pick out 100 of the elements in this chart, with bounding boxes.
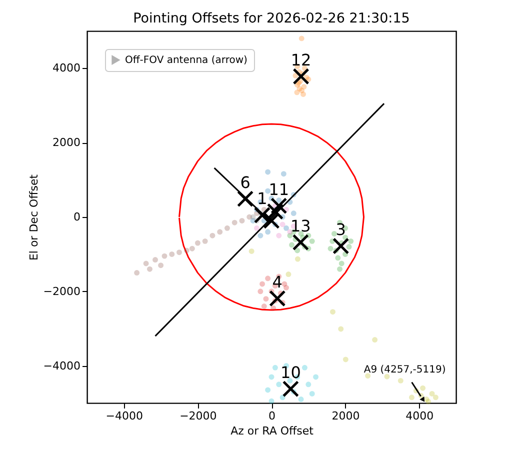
point xyxy=(232,220,238,226)
point xyxy=(250,214,256,220)
point xyxy=(286,272,292,278)
point xyxy=(398,378,404,384)
point xyxy=(236,190,254,208)
point xyxy=(152,257,158,263)
point xyxy=(338,326,344,332)
annotation: 10 xyxy=(280,362,301,382)
point xyxy=(284,225,289,231)
point xyxy=(265,387,271,393)
point xyxy=(372,337,378,342)
y-tick-label: 0 xyxy=(74,210,80,224)
point xyxy=(306,382,312,388)
point xyxy=(302,364,308,370)
point xyxy=(210,232,216,238)
x-tick-label: −4000 xyxy=(106,410,144,422)
y-axis-title: El or Dec Offset xyxy=(27,174,40,261)
line-series xyxy=(178,123,364,311)
point xyxy=(313,374,319,380)
y-tick-label: 2000 xyxy=(52,136,80,150)
point xyxy=(335,255,341,261)
point xyxy=(268,374,274,380)
point xyxy=(342,234,348,240)
point xyxy=(276,198,282,203)
y-tick-label: 4000 xyxy=(52,62,80,75)
point xyxy=(292,234,309,251)
point xyxy=(248,248,254,254)
point xyxy=(269,290,286,307)
annotation: 12 xyxy=(290,50,312,70)
point xyxy=(239,218,245,224)
annotation: 4 xyxy=(272,272,282,292)
point xyxy=(302,65,308,71)
point xyxy=(134,270,140,276)
point xyxy=(263,212,280,230)
point xyxy=(268,398,274,404)
y-tick-label: −4000 xyxy=(43,359,80,372)
point xyxy=(348,238,354,244)
x-tick-label: 4000 xyxy=(406,410,434,422)
point xyxy=(294,90,300,96)
point xyxy=(408,394,414,400)
annotation: 13 xyxy=(290,216,311,236)
point xyxy=(284,284,289,290)
point xyxy=(272,364,278,370)
point xyxy=(429,390,435,396)
point xyxy=(258,288,264,294)
point xyxy=(342,356,348,362)
point xyxy=(270,198,288,214)
point xyxy=(263,296,269,302)
y-tick-label: −2000 xyxy=(43,284,80,298)
point xyxy=(258,232,264,238)
point xyxy=(309,390,315,396)
point xyxy=(202,238,208,244)
point xyxy=(287,229,293,235)
point xyxy=(254,225,260,231)
point xyxy=(261,304,267,310)
point xyxy=(162,253,168,259)
point xyxy=(338,260,344,266)
point xyxy=(298,396,304,402)
x-tick-label: 0 xyxy=(268,410,276,422)
point xyxy=(330,309,336,315)
point xyxy=(265,276,271,282)
chart-title: Pointing Offsets for 2026-02-26 21:30:15 xyxy=(133,10,410,26)
annotation: 1 xyxy=(257,189,268,208)
point xyxy=(158,262,164,268)
x-axis-title: Az or RA Offset xyxy=(230,424,314,438)
point xyxy=(282,380,300,398)
point xyxy=(292,68,310,85)
point xyxy=(224,225,230,231)
point xyxy=(169,251,175,257)
point xyxy=(265,169,271,175)
point xyxy=(146,266,152,272)
point xyxy=(260,281,266,287)
legend-label: Off-FOV antenna (arrow) xyxy=(125,55,248,66)
point xyxy=(346,244,352,250)
point xyxy=(280,171,286,177)
point xyxy=(290,210,296,216)
point xyxy=(276,232,282,238)
point xyxy=(194,240,200,246)
point xyxy=(432,394,438,400)
point xyxy=(276,382,282,388)
point xyxy=(294,248,300,254)
point xyxy=(420,385,426,391)
annotation: A9 (4257,-5119) xyxy=(364,364,446,376)
x-tick-label: −2000 xyxy=(180,410,217,422)
x-tick-label: 2000 xyxy=(332,410,360,422)
point xyxy=(143,260,149,266)
point xyxy=(265,229,271,235)
point xyxy=(300,92,306,97)
point xyxy=(332,238,350,254)
point xyxy=(309,238,315,244)
point xyxy=(384,374,390,380)
annotation: 11 xyxy=(268,180,290,199)
point xyxy=(298,36,304,42)
point xyxy=(289,242,295,248)
point xyxy=(365,373,371,379)
annotation: 3 xyxy=(336,220,346,240)
point xyxy=(294,256,300,262)
point xyxy=(280,222,286,228)
point xyxy=(189,246,195,252)
point xyxy=(337,266,343,272)
